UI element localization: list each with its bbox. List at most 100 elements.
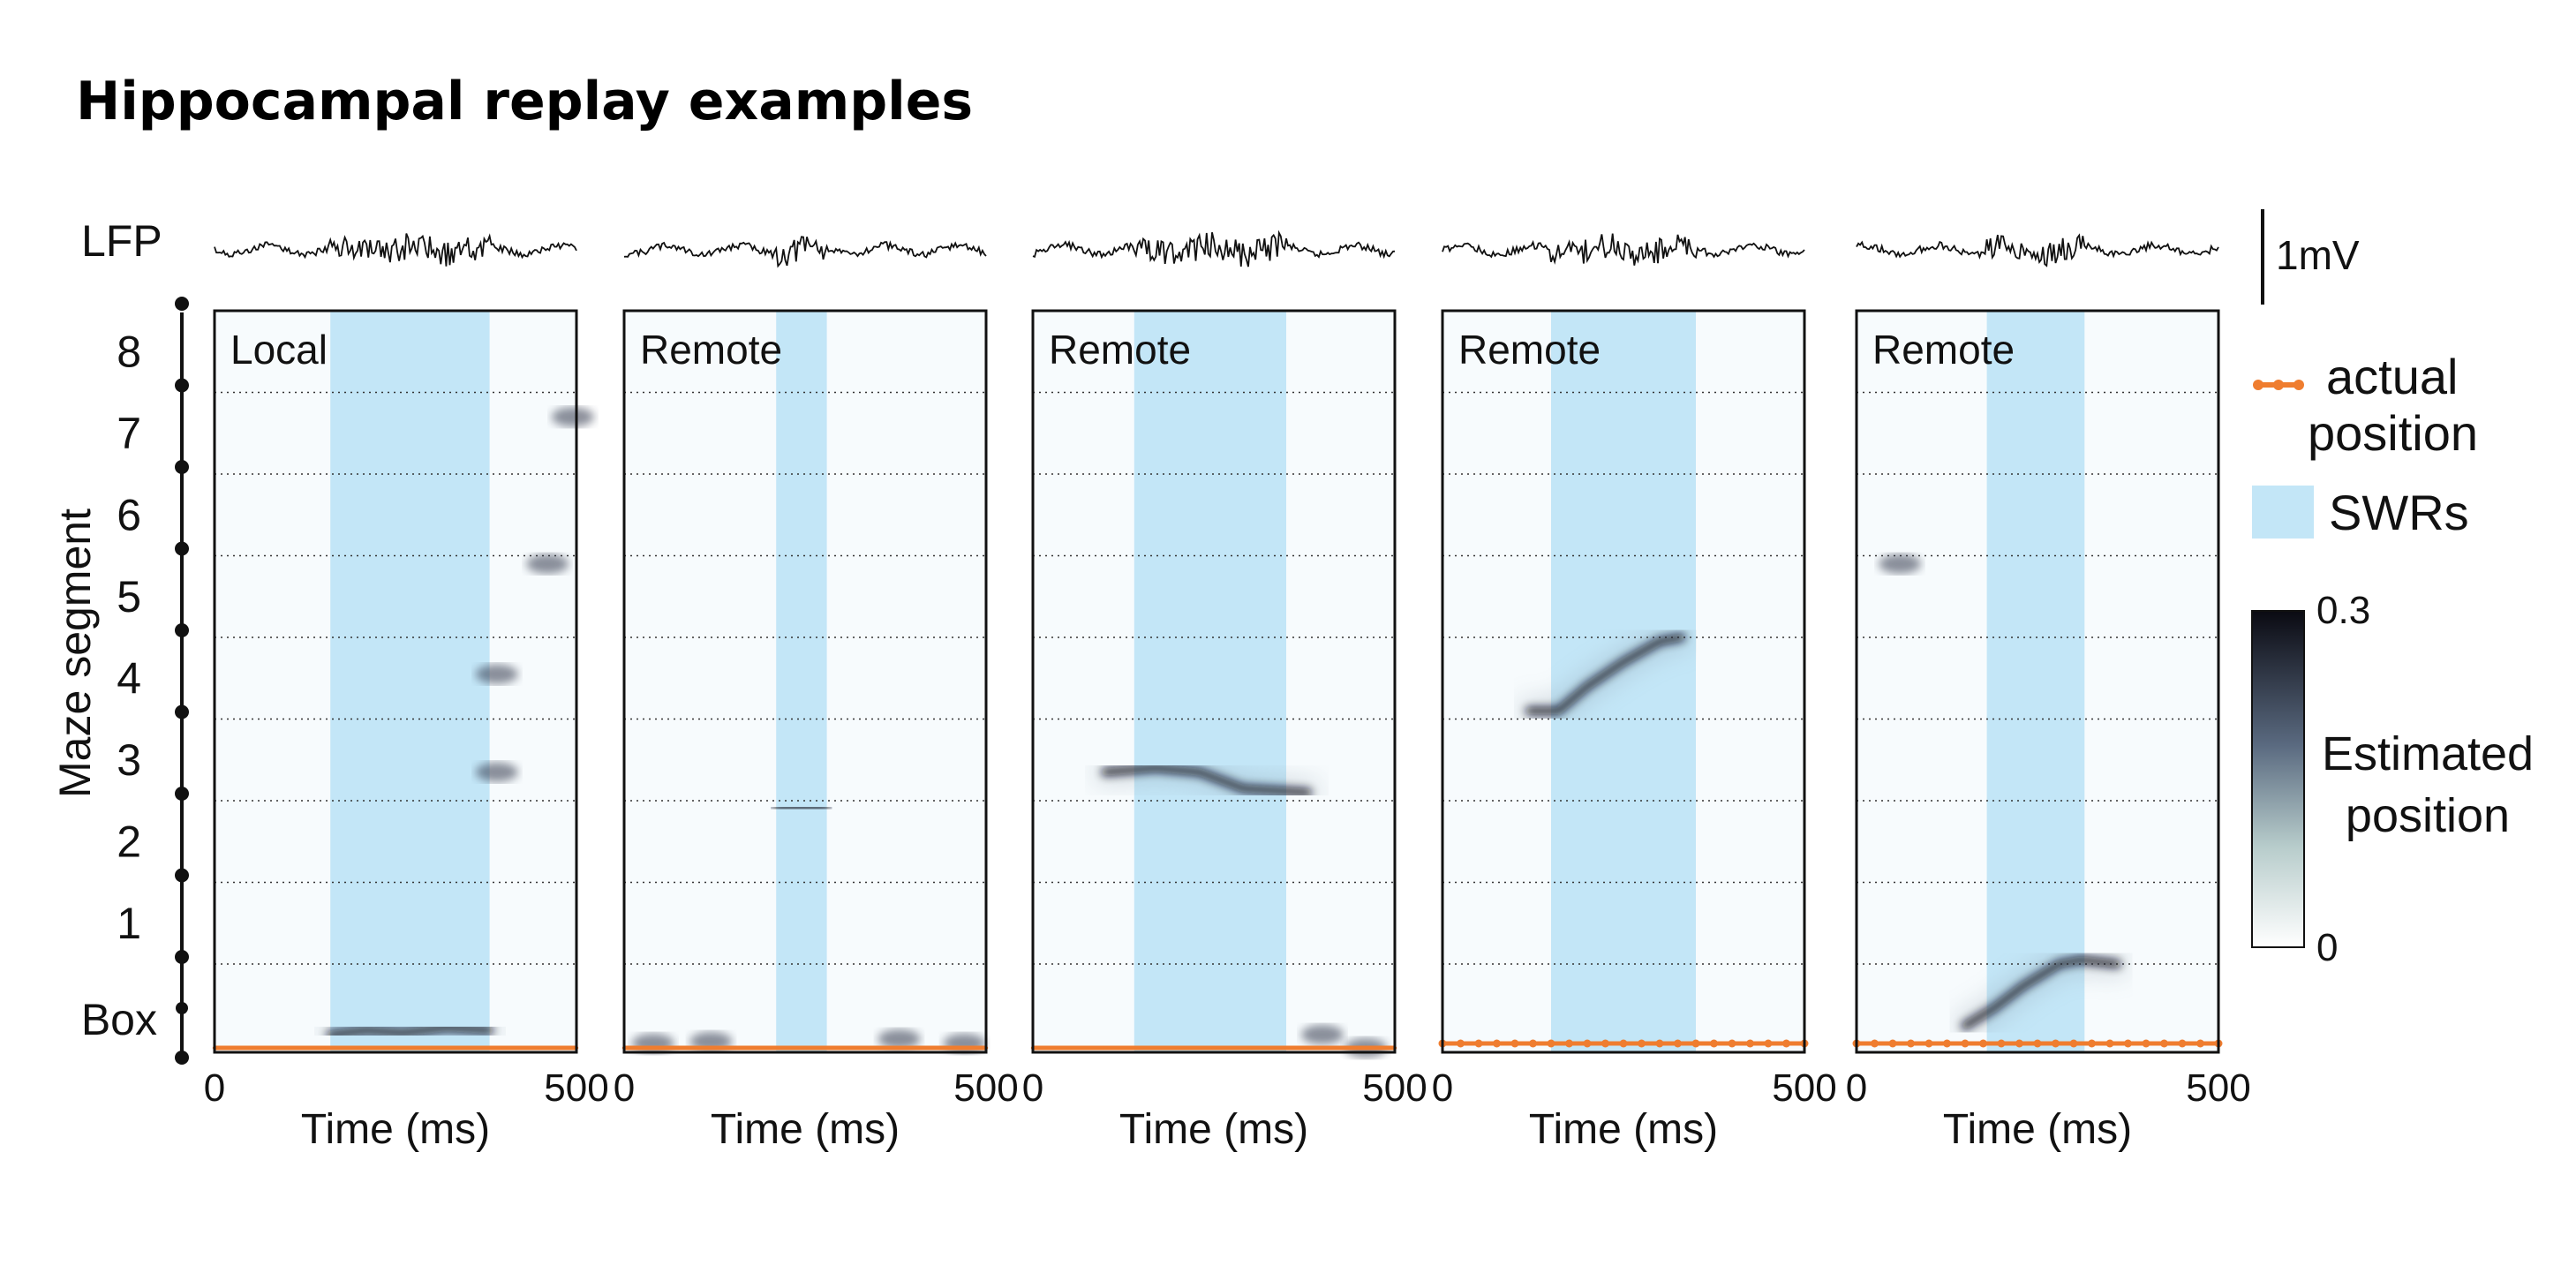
actual-position-marker: [1924, 1039, 1933, 1048]
actual-position-marker: [1961, 1039, 1970, 1048]
actual-position-marker: [658, 1045, 663, 1051]
actual-position-marker: [2033, 1039, 2042, 1048]
actual-position-marker: [766, 1045, 772, 1051]
actual-position-marker: [1979, 1039, 1987, 1048]
actual-position-marker: [1888, 1039, 1897, 1048]
lfp-trace: [1032, 230, 1396, 267]
actual-position-marker: [694, 1045, 699, 1051]
swr-band: [330, 311, 490, 1052]
swr-band: [1986, 311, 2085, 1052]
actual-position-marker: [2160, 1039, 2168, 1048]
actual-position-marker: [1211, 1045, 1216, 1051]
actual-position-marker: [875, 1045, 880, 1051]
actual-position-marker: [1247, 1045, 1253, 1051]
lfp-trace: [214, 233, 577, 267]
actual-position-marker: [839, 1045, 844, 1051]
x-axis-panel-1: 0 500 Time (ms): [204, 1066, 609, 1153]
segment-boundary-dot: [175, 378, 189, 393]
panel-label: Local: [230, 327, 328, 373]
actual-position-marker: [1997, 1039, 2006, 1048]
actual-position-marker: [2178, 1039, 2187, 1048]
lfp-trace: [1856, 233, 2219, 267]
x-tick-label: 500: [544, 1066, 608, 1110]
actual-position-marker: [1565, 1039, 1573, 1048]
estimated-position-blob: [631, 1034, 674, 1053]
x-tick-label: 500: [953, 1066, 1018, 1110]
actual-position-marker: [1583, 1039, 1592, 1048]
panel-label: Remote: [640, 327, 782, 373]
x-tick-label: 0: [204, 1066, 225, 1110]
actual-position-marker: [1871, 1039, 1879, 1048]
swr-band: [1551, 311, 1696, 1052]
estimated-position-trajectory: [1525, 633, 1686, 715]
segment-boundary-dot: [175, 704, 189, 719]
colorbar-label-position: position: [2346, 789, 2510, 842]
colorbar-max-label: 0.3: [2316, 589, 2370, 632]
panel-1: Local: [212, 309, 594, 1054]
actual-position-marker: [1691, 1039, 1700, 1048]
actual-position-marker: [1474, 1039, 1483, 1048]
legend-position-label: position: [2308, 405, 2478, 461]
actual-position-marker: [1728, 1039, 1736, 1048]
actual-position-marker: [1655, 1039, 1664, 1048]
estimated-position-blob: [1301, 1025, 1344, 1044]
actual-position-marker: [1710, 1039, 1718, 1048]
actual-position-marker: [1139, 1045, 1144, 1051]
colorbar-label-estimated: Estimated: [2322, 727, 2534, 780]
y-tick-label: 6: [117, 490, 141, 539]
y-tick-label: 4: [117, 653, 141, 703]
colorbar: 0.3 0 Estimated position: [2251, 589, 2534, 969]
scale-bar-label: 1mV: [2276, 232, 2360, 278]
y-tick-label: 8: [117, 327, 141, 376]
actual-position-marker: [947, 1045, 953, 1051]
actual-position-marker: [1493, 1039, 1501, 1048]
actual-position-marker: [2052, 1039, 2060, 1048]
estimated-position-blob: [475, 664, 518, 684]
colorbar-gradient: [2251, 610, 2305, 948]
actual-position-marker: [248, 1045, 253, 1051]
actual-position-marker: [1510, 1039, 1519, 1048]
actual-position-marker: [1782, 1039, 1790, 1048]
swr-band: [1134, 311, 1286, 1052]
scale-bar: 1mV: [2261, 209, 2360, 305]
panel-label: Remote: [1049, 327, 1191, 373]
actual-position-marker: [320, 1045, 326, 1051]
segment-boundary-dot: [175, 950, 189, 964]
x-axis-label: Time (ms): [1943, 1106, 2132, 1153]
actual-position-marker: [2015, 1039, 2023, 1048]
actual-position-marker: [2142, 1039, 2150, 1048]
panel-frame: [1441, 309, 1806, 1054]
x-axis-label: Time (ms): [1119, 1106, 1308, 1153]
actual-position-marker: [357, 1045, 362, 1051]
actual-position-marker: [1943, 1039, 1951, 1048]
y-tick-label: 3: [117, 735, 141, 785]
panel-frame: [622, 309, 988, 1054]
actual-position-marker: [1529, 1039, 1537, 1048]
panel-label: Remote: [1872, 327, 2015, 373]
lfp-label: LFP: [81, 216, 162, 266]
actual-position-marker: [911, 1045, 916, 1051]
x-tick-label: 0: [1022, 1066, 1043, 1110]
actual-position-marker: [1601, 1039, 1609, 1048]
y-tick-label: 1: [117, 899, 141, 948]
actual-position-marker: [1674, 1039, 1682, 1048]
actual-position-marker: [2088, 1039, 2096, 1048]
actual-position-marker: [2124, 1039, 2132, 1048]
actual-position-marker: [730, 1045, 735, 1051]
actual-position-marker: [2105, 1039, 2114, 1048]
actual-position-marker: [802, 1045, 808, 1051]
x-axis-label: Time (ms): [711, 1106, 900, 1153]
actual-position-marker: [2196, 1039, 2204, 1048]
segment-boundary-dot: [175, 868, 189, 883]
heatmap-panels: Local Remote Remote Remote Remote: [212, 309, 2223, 1058]
actual-position-marker: [1320, 1045, 1325, 1051]
actual-position-marker: [1907, 1039, 1915, 1048]
x-axis-panel-3: 0 500 Time (ms): [1022, 1066, 1427, 1153]
actual-position-marker: [1284, 1045, 1289, 1051]
colorbar-min-label: 0: [2316, 926, 2338, 969]
lfp-traces: [214, 230, 2219, 268]
x-tick-label: 500: [2186, 1066, 2250, 1110]
x-axis-label: Time (ms): [301, 1106, 490, 1153]
